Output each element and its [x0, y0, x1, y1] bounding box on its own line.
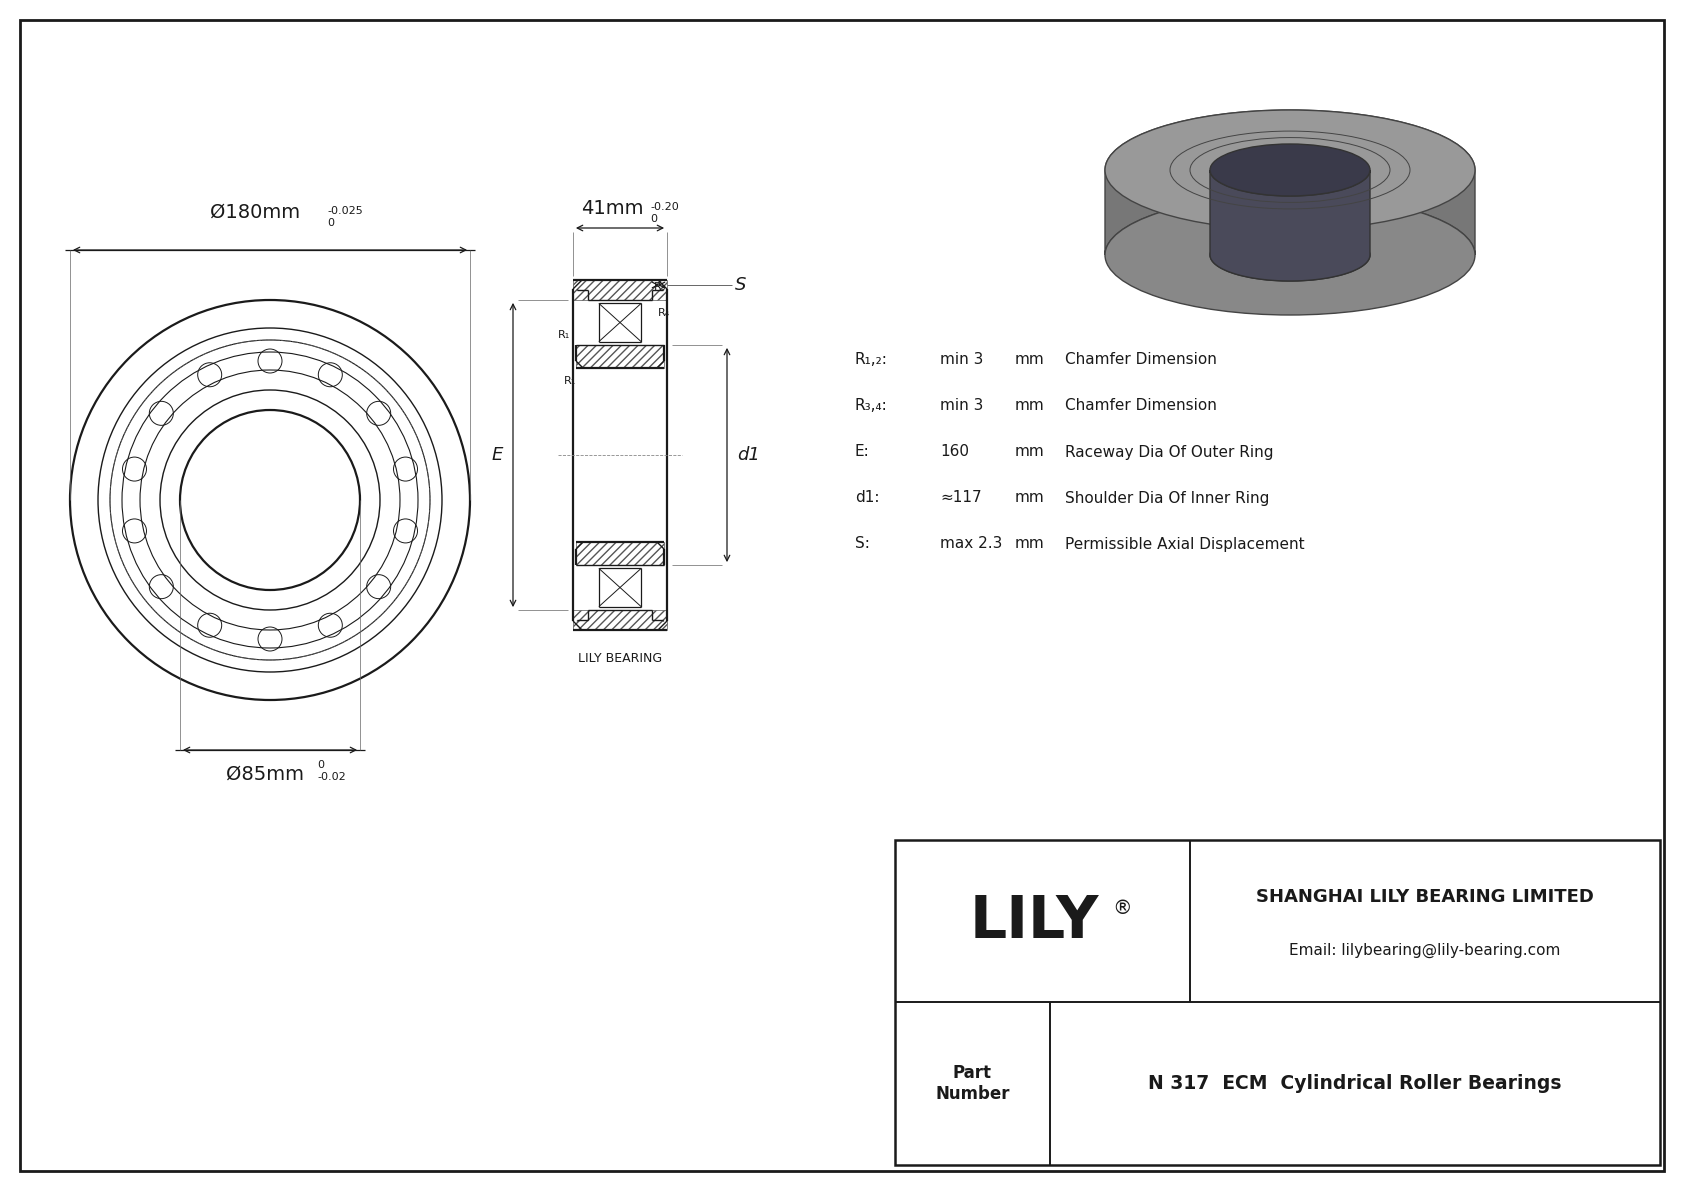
Text: d1: d1	[738, 445, 759, 464]
Text: Ø180mm: Ø180mm	[210, 202, 300, 222]
Text: R₁: R₁	[557, 330, 571, 339]
Text: Part
Number: Part Number	[935, 1064, 1010, 1103]
Bar	[576, 345, 663, 368]
Bar	[573, 280, 667, 300]
Text: Email: lilybearing@lily-bearing.com: Email: lilybearing@lily-bearing.com	[1290, 942, 1561, 958]
Text: SHANGHAI LILY BEARING LIMITED: SHANGHAI LILY BEARING LIMITED	[1256, 887, 1595, 905]
Text: mm: mm	[1015, 399, 1044, 413]
Text: 41mm: 41mm	[581, 199, 643, 218]
Text: 0: 0	[327, 218, 333, 227]
Text: mm: mm	[1015, 444, 1044, 460]
Text: R₁: R₁	[564, 376, 576, 386]
Text: mm: mm	[1015, 536, 1044, 551]
Text: ®: ®	[1113, 899, 1132, 918]
Text: R₃: R₃	[653, 282, 667, 292]
Text: mm: mm	[1015, 353, 1044, 368]
Text: S: S	[734, 276, 746, 294]
Text: 0: 0	[650, 214, 657, 224]
Text: ≈117: ≈117	[940, 491, 982, 505]
Text: min 3: min 3	[940, 399, 983, 413]
Text: LILY BEARING: LILY BEARING	[578, 651, 662, 665]
Text: R₄: R₄	[658, 308, 670, 318]
Text: E: E	[492, 445, 504, 464]
Text: R₃,₄:: R₃,₄:	[855, 399, 887, 413]
Text: LILY: LILY	[970, 892, 1100, 949]
Text: Raceway Dia Of Outer Ring: Raceway Dia Of Outer Ring	[1064, 444, 1273, 460]
Text: min 3: min 3	[940, 353, 983, 368]
Text: R₁,₂:: R₁,₂:	[855, 353, 887, 368]
Text: Chamfer Dimension: Chamfer Dimension	[1064, 399, 1218, 413]
Ellipse shape	[1105, 195, 1475, 314]
Ellipse shape	[1211, 144, 1371, 197]
Text: Permissible Axial Displacement: Permissible Axial Displacement	[1064, 536, 1305, 551]
Text: -0.025: -0.025	[327, 206, 362, 216]
Ellipse shape	[1211, 229, 1371, 281]
Text: -0.20: -0.20	[650, 202, 679, 212]
Bar	[573, 610, 667, 630]
Bar	[894, 840, 1660, 1165]
Polygon shape	[1211, 170, 1371, 281]
Text: N 317  ECM  Cylindrical Roller Bearings: N 317 ECM Cylindrical Roller Bearings	[1148, 1074, 1561, 1093]
Text: Ø85mm: Ø85mm	[226, 765, 305, 784]
Text: d1:: d1:	[855, 491, 879, 505]
Polygon shape	[1105, 110, 1475, 255]
Text: Chamfer Dimension: Chamfer Dimension	[1064, 353, 1218, 368]
Text: S:: S:	[855, 536, 871, 551]
Text: max 2.3: max 2.3	[940, 536, 1002, 551]
Bar	[576, 542, 663, 565]
Text: 160: 160	[940, 444, 968, 460]
Ellipse shape	[1105, 110, 1475, 230]
Text: Shoulder Dia Of Inner Ring: Shoulder Dia Of Inner Ring	[1064, 491, 1270, 505]
Text: 0: 0	[317, 760, 323, 771]
Text: -0.02: -0.02	[317, 772, 345, 782]
Text: E:: E:	[855, 444, 869, 460]
Text: mm: mm	[1015, 491, 1044, 505]
